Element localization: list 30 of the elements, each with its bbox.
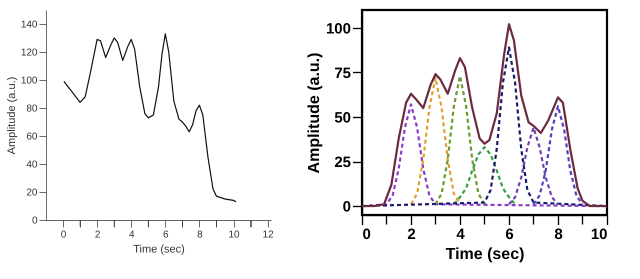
- y-tick-label: 120: [20, 48, 38, 58]
- y-tick-label: 0: [342, 198, 351, 216]
- x-tick-label: 12: [262, 230, 274, 240]
- y-axis-title: Amplitude (a.u.): [306, 52, 323, 174]
- x-axis-title: Time (sec): [446, 246, 524, 263]
- x-tick-label: 8: [554, 226, 563, 243]
- x-tick-label: 10: [228, 230, 240, 240]
- x-tick-label: 6: [505, 226, 514, 243]
- y-tick-label: 60: [26, 132, 38, 142]
- x-axis-title: Time (sec): [133, 244, 185, 256]
- y-tick-label: 75: [334, 64, 351, 82]
- y-tick-label: 140: [20, 20, 38, 30]
- x-tick-label: 6: [163, 230, 170, 240]
- x-tick-label: 2: [94, 230, 101, 240]
- y-tick-label: 25: [334, 154, 351, 172]
- y-tick-label: 80: [26, 104, 38, 114]
- y-tick-label: 100: [326, 20, 351, 38]
- x-tick-label: 0: [362, 226, 371, 243]
- x-tick-label: 2: [407, 226, 416, 243]
- y-tick-label: 100: [20, 76, 38, 86]
- x-tick-label: 10: [590, 226, 608, 243]
- y-axis-title: Amplitude (a.u.): [6, 76, 18, 154]
- x-tick-label: 4: [128, 230, 135, 240]
- y-tick-label: 0: [32, 216, 38, 226]
- x-tick-label: 4: [456, 226, 466, 243]
- y-tick-label: 50: [334, 109, 351, 126]
- y-tick-label: 40: [26, 160, 38, 170]
- x-tick-label: 0: [60, 230, 67, 240]
- y-tick-label: 20: [26, 188, 38, 198]
- x-tick-label: 8: [197, 230, 204, 240]
